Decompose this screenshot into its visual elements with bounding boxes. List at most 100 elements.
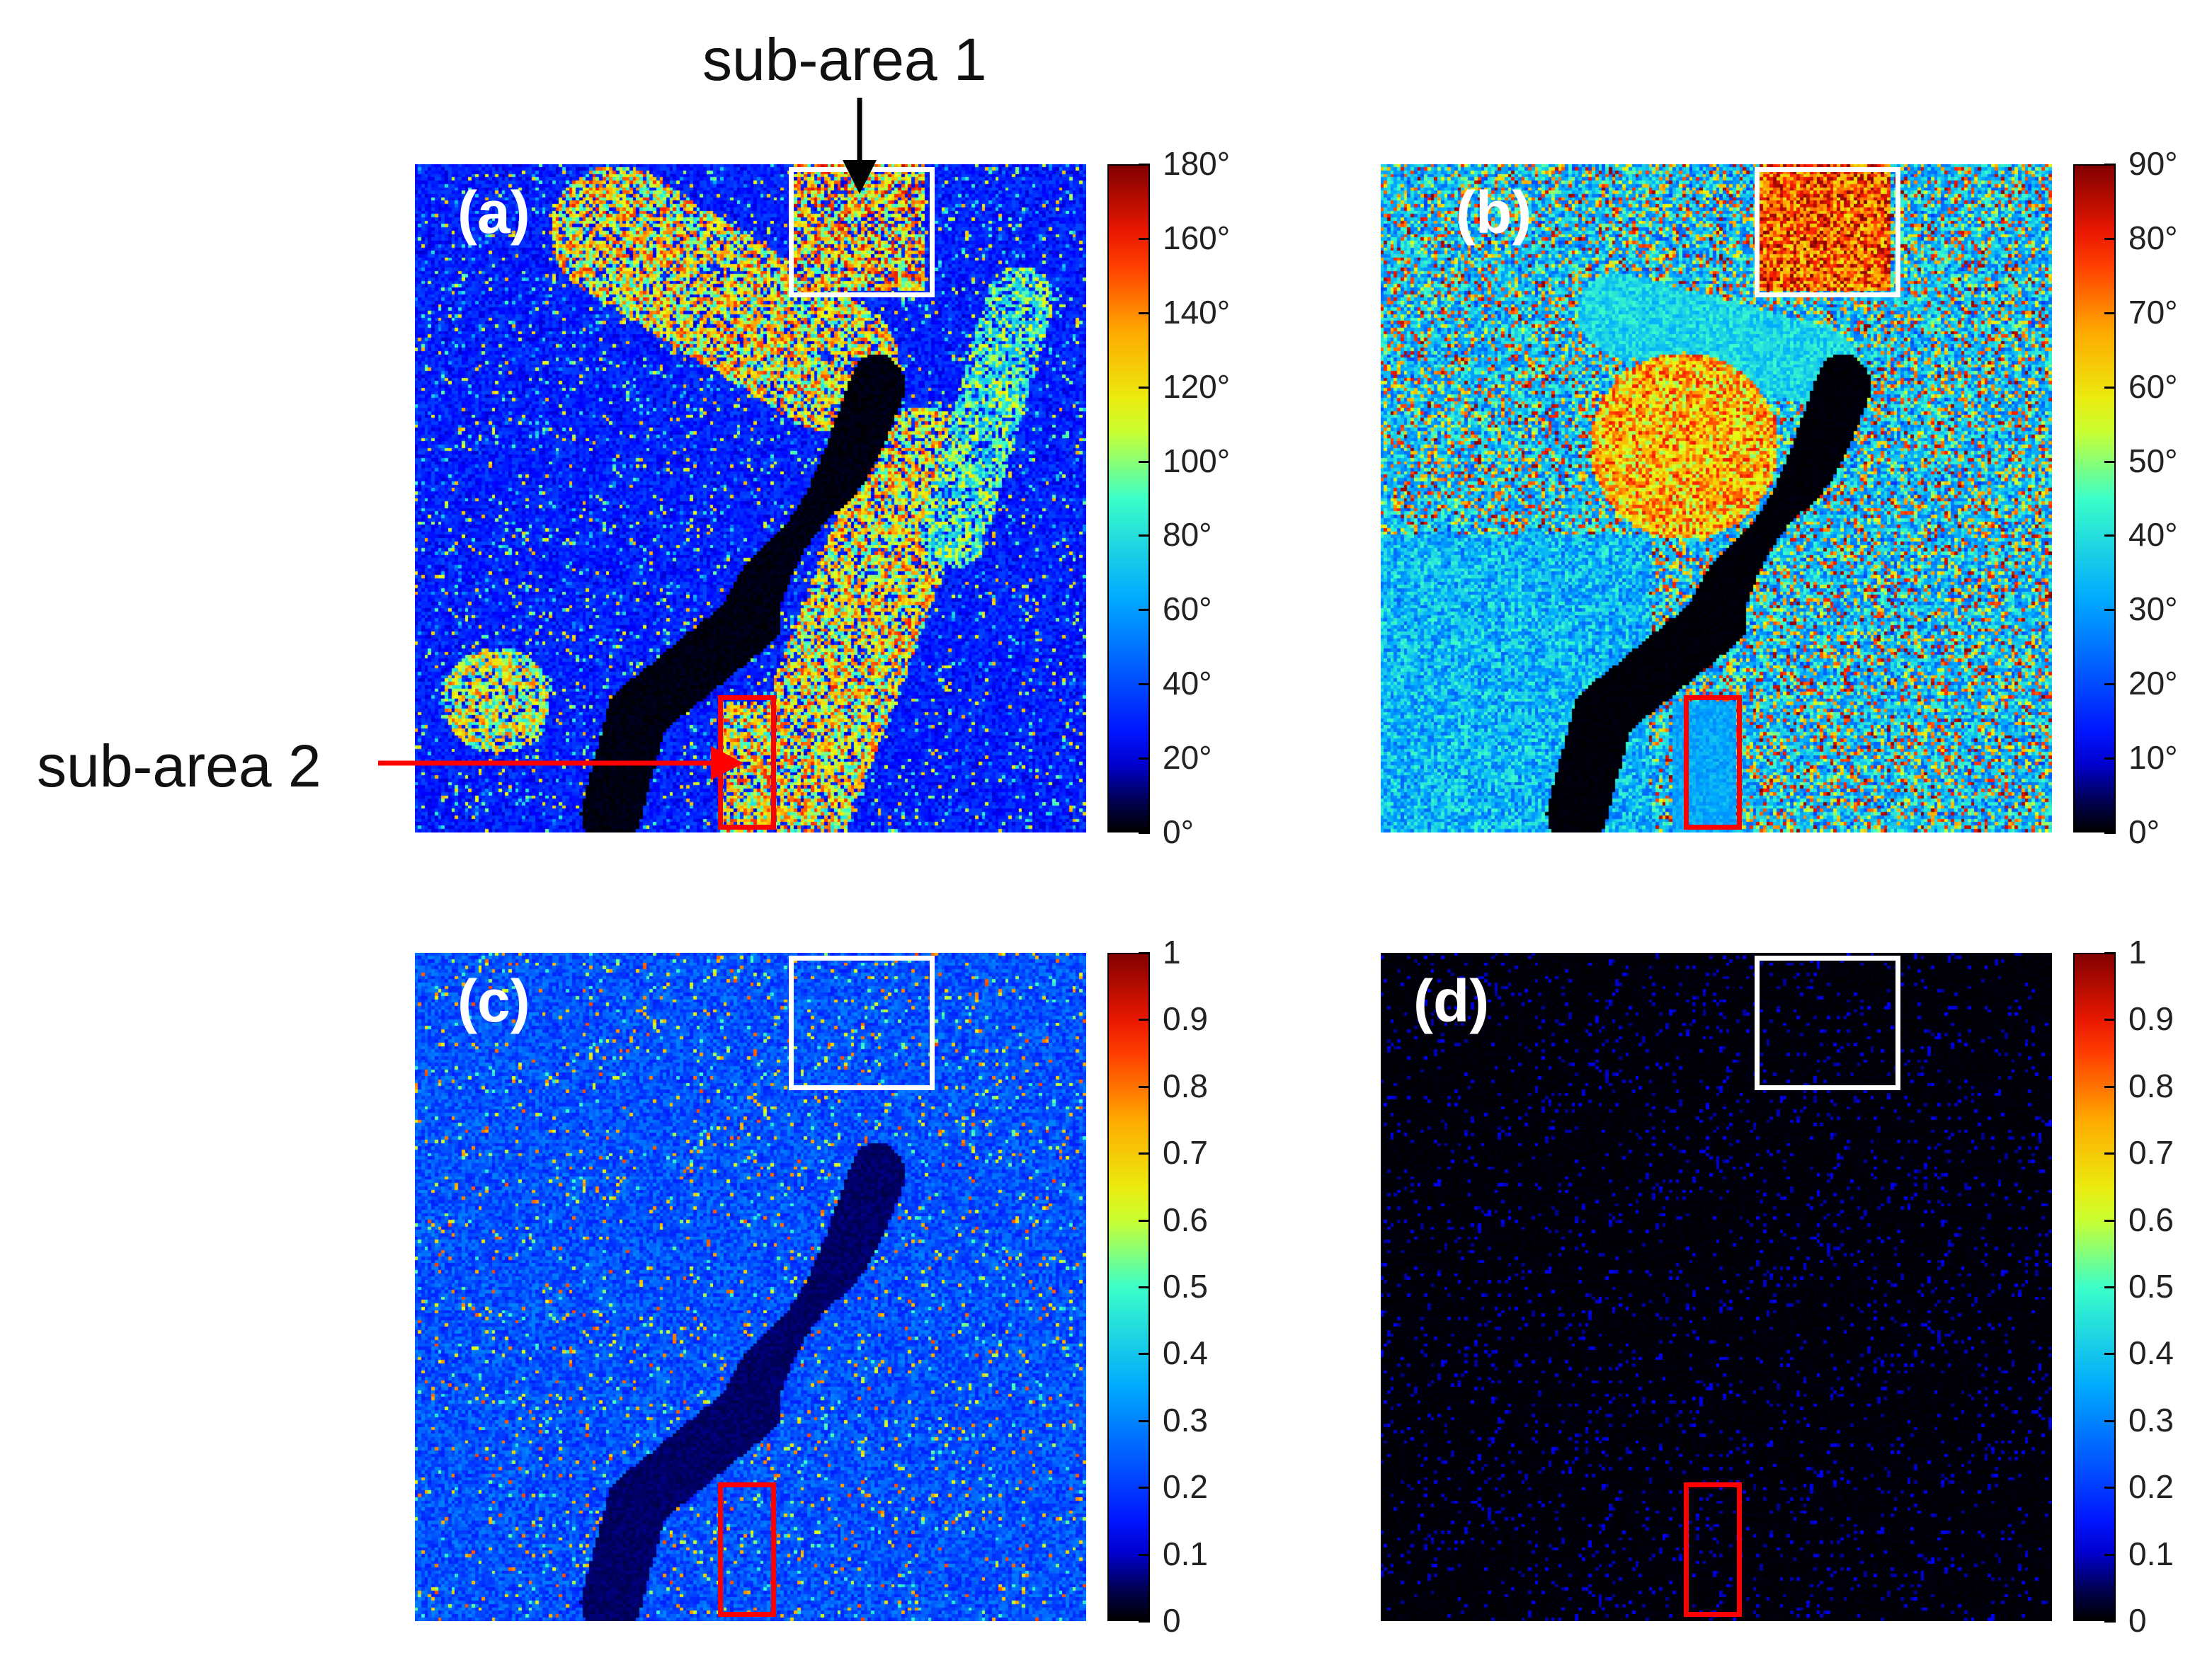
colorbar-c-tick-label: 0.2 xyxy=(1163,1468,1208,1506)
colorbar-b-tick-label: 90° xyxy=(2128,145,2178,182)
colorbar-c-tick xyxy=(1139,1286,1150,1288)
panel-b-map: (b) xyxy=(1381,164,2052,832)
colorbar-d-tick xyxy=(2104,1487,2116,1489)
colorbar-c-tick-label: 0.6 xyxy=(1163,1201,1208,1238)
colorbar-d-tick-label: 0.2 xyxy=(2128,1468,2174,1506)
panel-a-image xyxy=(415,164,1086,832)
colorbar-d-tick-label: 0.6 xyxy=(2128,1201,2174,1238)
colorbar-c-tick xyxy=(1139,1620,1150,1623)
colorbar-b-tick-label: 60° xyxy=(2128,367,2178,405)
colorbar-a-tick xyxy=(1139,534,1150,537)
colorbar-b-tick-label: 20° xyxy=(2128,665,2178,702)
panel-c-label: (c) xyxy=(457,968,530,1034)
colorbar-b-tick xyxy=(2104,534,2116,537)
colorbar-c-tick-label: 0.1 xyxy=(1163,1535,1208,1572)
colorbar-d-tick xyxy=(2104,1620,2116,1623)
colorbar-a-tick xyxy=(1139,386,1150,389)
colorbar-a-tick xyxy=(1139,683,1150,686)
colorbar-a-tick-label: 180° xyxy=(1163,145,1231,182)
colorbar-a xyxy=(1107,164,1150,832)
colorbar-b-tick xyxy=(2104,832,2116,834)
colorbar-a-tick-label: 20° xyxy=(1163,739,1212,777)
colorbar-d-tick-label: 0.7 xyxy=(2128,1134,2174,1172)
colorbar-d-tick-label: 1 xyxy=(2128,934,2147,971)
colorbar-b-tick-label: 70° xyxy=(2128,293,2178,331)
colorbar-a-tick xyxy=(1139,164,1150,166)
panel-a-map: (a) xyxy=(415,164,1086,832)
panel-d-image xyxy=(1381,953,2052,1621)
colorbar-a-tick xyxy=(1139,311,1150,314)
sub-area-1-box-d xyxy=(1755,956,1900,1090)
colorbar-b-tick-label: 50° xyxy=(2128,442,2178,479)
sub-area-1-arrow xyxy=(843,98,877,194)
colorbar-d-tick-label: 0.5 xyxy=(2128,1268,2174,1305)
colorbar-c-tick-label: 1 xyxy=(1163,934,1181,971)
colorbar-a-tick-label: 100° xyxy=(1163,442,1231,479)
colorbar-c-tick-label: 0.8 xyxy=(1163,1067,1208,1104)
colorbar-d-tick xyxy=(2104,952,2116,954)
colorbar-c-tick xyxy=(1139,1219,1150,1222)
colorbar-b-tick-label: 0° xyxy=(2128,813,2160,850)
colorbar-b-tick-label: 40° xyxy=(2128,516,2178,554)
panel-c-image xyxy=(415,953,1086,1621)
panel-d-label: (d) xyxy=(1413,968,1490,1034)
colorbar-a-tick-label: 0° xyxy=(1163,813,1194,850)
colorbar-c-tick xyxy=(1139,1419,1150,1422)
colorbar-d-tick xyxy=(2104,1353,2116,1356)
colorbar-b xyxy=(2073,164,2116,832)
sub-area-2-box-c xyxy=(718,1482,776,1617)
colorbar-c-tick-label: 0.7 xyxy=(1163,1134,1208,1172)
colorbar-d-tick-label: 0.9 xyxy=(2128,1000,2174,1038)
colorbar-d-tick xyxy=(2104,1152,2116,1155)
colorbar-d-tick xyxy=(2104,1286,2116,1288)
sub-area-2-box-b xyxy=(1684,695,1742,830)
sub-area-2-arrow xyxy=(378,746,743,780)
colorbar-b-tick xyxy=(2104,164,2116,166)
colorbar-c-tick-label: 0.3 xyxy=(1163,1401,1208,1438)
panel-b-label: (b) xyxy=(1456,179,1532,246)
colorbar-c-tick-label: 0 xyxy=(1163,1602,1181,1639)
sub-area-2-annotation: sub-area 2 xyxy=(37,733,321,799)
colorbar-a-tick xyxy=(1139,832,1150,834)
colorbar-a-tick xyxy=(1139,460,1150,463)
colorbar-c-tick xyxy=(1139,1152,1150,1155)
colorbar-d-tick-label: 0 xyxy=(2128,1602,2147,1639)
colorbar-d-tick-label: 0.8 xyxy=(2128,1067,2174,1104)
panel-c-map: (c) xyxy=(415,953,1086,1621)
colorbar-c-tick xyxy=(1139,1019,1150,1022)
colorbar-d-tick xyxy=(2104,1553,2116,1556)
colorbar-b-tick xyxy=(2104,460,2116,463)
colorbar-c-tick-label: 0.5 xyxy=(1163,1268,1208,1305)
colorbar-a-tick xyxy=(1139,237,1150,240)
colorbar-c-tick-label: 0.4 xyxy=(1163,1334,1208,1372)
colorbar-d-tick xyxy=(2104,1019,2116,1022)
colorbar-b-tick-label: 10° xyxy=(2128,739,2178,777)
panel-d-map: (d) xyxy=(1381,953,2052,1621)
colorbar-c-tick xyxy=(1139,1553,1150,1556)
colorbar-b-tick-label: 30° xyxy=(2128,590,2178,628)
sub-area-1-box-c xyxy=(789,956,935,1090)
colorbar-b-tick xyxy=(2104,683,2116,686)
sub-area-1-box-b xyxy=(1755,167,1900,297)
colorbar-b-tick xyxy=(2104,609,2116,612)
colorbar-a-tick-label: 40° xyxy=(1163,665,1212,702)
panel-b-image xyxy=(1381,164,2052,832)
colorbar-b-tick xyxy=(2104,237,2116,240)
panel-a-label: (a) xyxy=(457,179,530,246)
colorbar-d-tick xyxy=(2104,1085,2116,1088)
colorbar-a-tick-label: 160° xyxy=(1163,219,1231,256)
colorbar-a-tick xyxy=(1139,757,1150,760)
colorbar-a-tick xyxy=(1139,609,1150,612)
colorbar-a-tick-label: 140° xyxy=(1163,293,1231,331)
colorbar-a-tick-label: 60° xyxy=(1163,590,1212,628)
colorbar-a-tick-label: 120° xyxy=(1163,367,1231,405)
colorbar-c-tick xyxy=(1139,1085,1150,1088)
colorbar-a-tick-label: 80° xyxy=(1163,516,1212,554)
colorbar-b-tick xyxy=(2104,386,2116,389)
colorbar-d-tick xyxy=(2104,1419,2116,1422)
colorbar-c-tick xyxy=(1139,952,1150,954)
colorbar-d-tick xyxy=(2104,1219,2116,1222)
colorbar-d-tick-label: 0.4 xyxy=(2128,1334,2174,1372)
sub-area-2-box-d xyxy=(1684,1482,1742,1617)
